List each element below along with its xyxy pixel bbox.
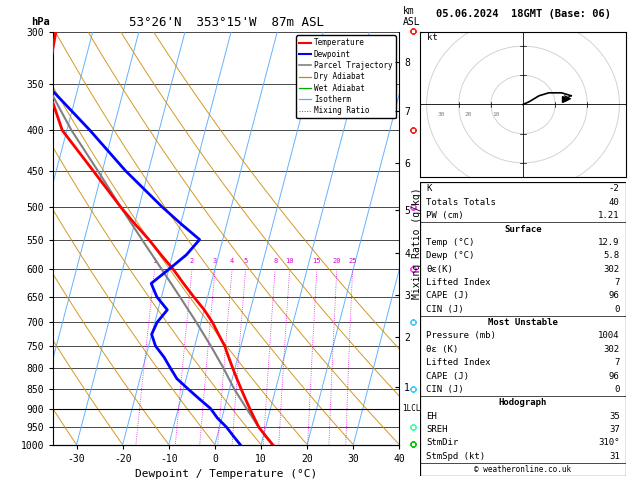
Text: 302: 302 — [604, 264, 620, 274]
Text: EH: EH — [426, 412, 437, 421]
Text: kt: kt — [426, 34, 437, 42]
Text: StmSpd (kt): StmSpd (kt) — [426, 451, 486, 461]
Text: PW (cm): PW (cm) — [426, 211, 464, 220]
Text: 35: 35 — [609, 412, 620, 421]
Text: CIN (J): CIN (J) — [426, 385, 464, 394]
Text: Most Unstable: Most Unstable — [488, 318, 558, 327]
Text: 40: 40 — [609, 198, 620, 207]
FancyBboxPatch shape — [420, 182, 626, 476]
Text: 4: 4 — [230, 258, 234, 263]
Text: Dewp (°C): Dewp (°C) — [426, 251, 475, 260]
Text: 10: 10 — [492, 112, 499, 117]
Text: 5.8: 5.8 — [604, 251, 620, 260]
Text: Pressure (mb): Pressure (mb) — [426, 331, 496, 341]
Text: 05.06.2024  18GMT (Base: 06): 05.06.2024 18GMT (Base: 06) — [435, 9, 611, 18]
Text: Surface: Surface — [504, 225, 542, 234]
Text: 302: 302 — [604, 345, 620, 354]
Text: -2: -2 — [609, 184, 620, 193]
Text: 12.9: 12.9 — [598, 238, 620, 247]
Text: 15: 15 — [313, 258, 321, 263]
Text: Totals Totals: Totals Totals — [426, 198, 496, 207]
Title: 53°26'N  353°15'W  87m ASL: 53°26'N 353°15'W 87m ASL — [129, 16, 324, 29]
Text: 1LCL: 1LCL — [402, 404, 420, 413]
Text: CAPE (J): CAPE (J) — [426, 291, 469, 300]
Text: SREH: SREH — [426, 425, 448, 434]
Text: Lifted Index: Lifted Index — [426, 358, 491, 367]
X-axis label: Dewpoint / Temperature (°C): Dewpoint / Temperature (°C) — [135, 469, 318, 479]
Text: 10: 10 — [286, 258, 294, 263]
Text: Temp (°C): Temp (°C) — [426, 238, 475, 247]
Text: 7: 7 — [615, 278, 620, 287]
Text: 25: 25 — [348, 258, 357, 263]
Text: © weatheronline.co.uk: © weatheronline.co.uk — [474, 465, 572, 474]
Legend: Temperature, Dewpoint, Parcel Trajectory, Dry Adiabat, Wet Adiabat, Isotherm, Mi: Temperature, Dewpoint, Parcel Trajectory… — [296, 35, 396, 118]
Text: θε (K): θε (K) — [426, 345, 459, 354]
Text: km
ASL: km ASL — [403, 6, 421, 27]
Text: CAPE (J): CAPE (J) — [426, 371, 469, 381]
Text: 96: 96 — [609, 371, 620, 381]
Text: 20: 20 — [333, 258, 341, 263]
Text: 20: 20 — [465, 112, 472, 117]
Text: StmDir: StmDir — [426, 438, 459, 448]
Text: 0: 0 — [615, 385, 620, 394]
Text: 2: 2 — [190, 258, 194, 263]
Text: 1: 1 — [152, 258, 157, 263]
Text: Lifted Index: Lifted Index — [426, 278, 491, 287]
Text: hPa: hPa — [31, 17, 50, 27]
Text: 5: 5 — [243, 258, 248, 263]
Text: 31: 31 — [609, 451, 620, 461]
Text: K: K — [426, 184, 431, 193]
Text: 30: 30 — [437, 112, 445, 117]
Text: Hodograph: Hodograph — [499, 398, 547, 407]
Text: 3: 3 — [213, 258, 217, 263]
Text: CIN (J): CIN (J) — [426, 305, 464, 314]
Text: Mixing Ratio (g/kg): Mixing Ratio (g/kg) — [412, 187, 422, 299]
Text: 8: 8 — [273, 258, 277, 263]
Text: 7: 7 — [615, 358, 620, 367]
Text: 1004: 1004 — [598, 331, 620, 341]
Text: 37: 37 — [609, 425, 620, 434]
Text: 96: 96 — [609, 291, 620, 300]
Text: 0: 0 — [615, 305, 620, 314]
Text: 1.21: 1.21 — [598, 211, 620, 220]
Text: θε(K): θε(K) — [426, 264, 454, 274]
Text: 310°: 310° — [598, 438, 620, 448]
